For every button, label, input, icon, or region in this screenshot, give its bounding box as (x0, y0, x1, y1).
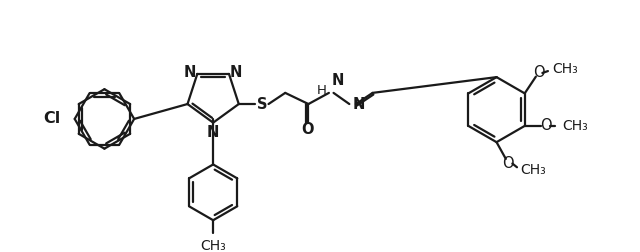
Text: S: S (257, 97, 268, 112)
Text: CH₃: CH₃ (552, 62, 579, 76)
Text: N: N (352, 97, 365, 112)
Text: CH₃: CH₃ (520, 163, 545, 177)
Text: CH₃: CH₃ (562, 119, 588, 133)
Text: H: H (317, 84, 327, 97)
Text: O: O (301, 122, 314, 137)
Text: N: N (230, 65, 243, 80)
Text: N: N (207, 124, 220, 140)
Text: N: N (332, 73, 344, 88)
Text: O: O (540, 118, 552, 133)
Text: O: O (533, 66, 545, 80)
Text: Cl: Cl (44, 111, 61, 127)
Text: N: N (184, 65, 196, 80)
Text: CH₃: CH₃ (200, 239, 226, 252)
Text: O: O (502, 156, 513, 171)
